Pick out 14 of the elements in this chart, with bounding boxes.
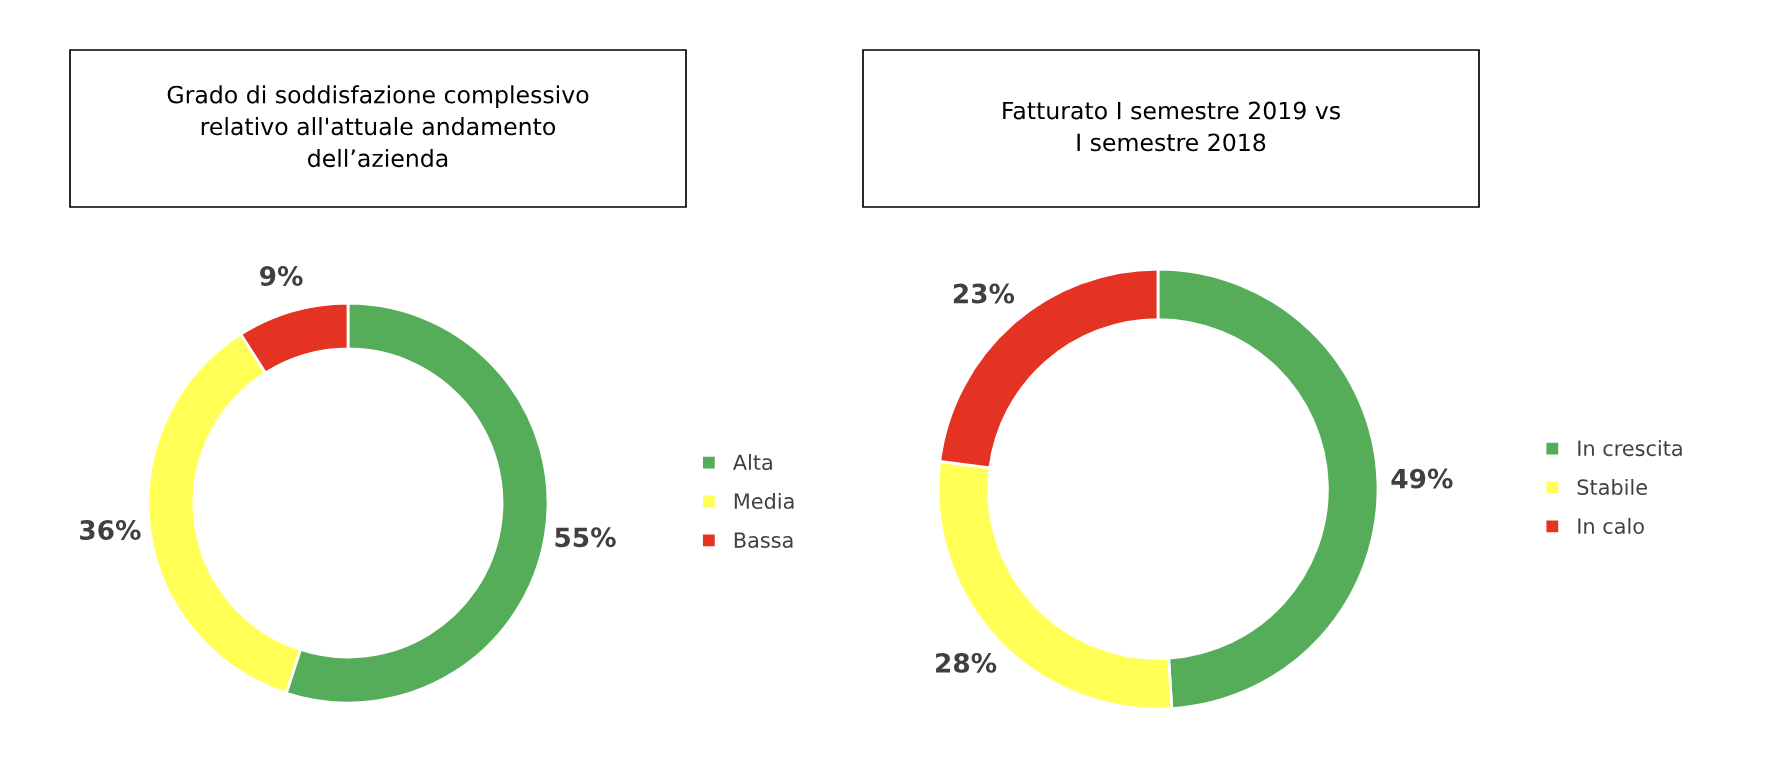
data-label: 28% — [936, 652, 997, 673]
legend-label: Media — [734, 492, 794, 510]
legend-label: Bassa — [734, 532, 793, 548]
data-label: 49% — [1391, 468, 1453, 489]
legend-label: In crescita — [1578, 440, 1682, 457]
legend-label: Stabile — [1577, 478, 1647, 496]
data-label: 23% — [953, 283, 1015, 304]
legend-label: In calo — [1578, 517, 1644, 534]
chart-title: Fatturato I semestre 2019 vs I semestre 2018 — [1003, 101, 1340, 152]
legend-label: Alta — [732, 454, 772, 471]
data-label: 36% — [80, 520, 141, 540]
data-label: 9% — [260, 265, 303, 286]
chart-title: Grado di soddisfazione complessivo relativo all'attuale andamento dell’azienda — [167, 85, 589, 168]
data-label: 55% — [555, 527, 616, 548]
